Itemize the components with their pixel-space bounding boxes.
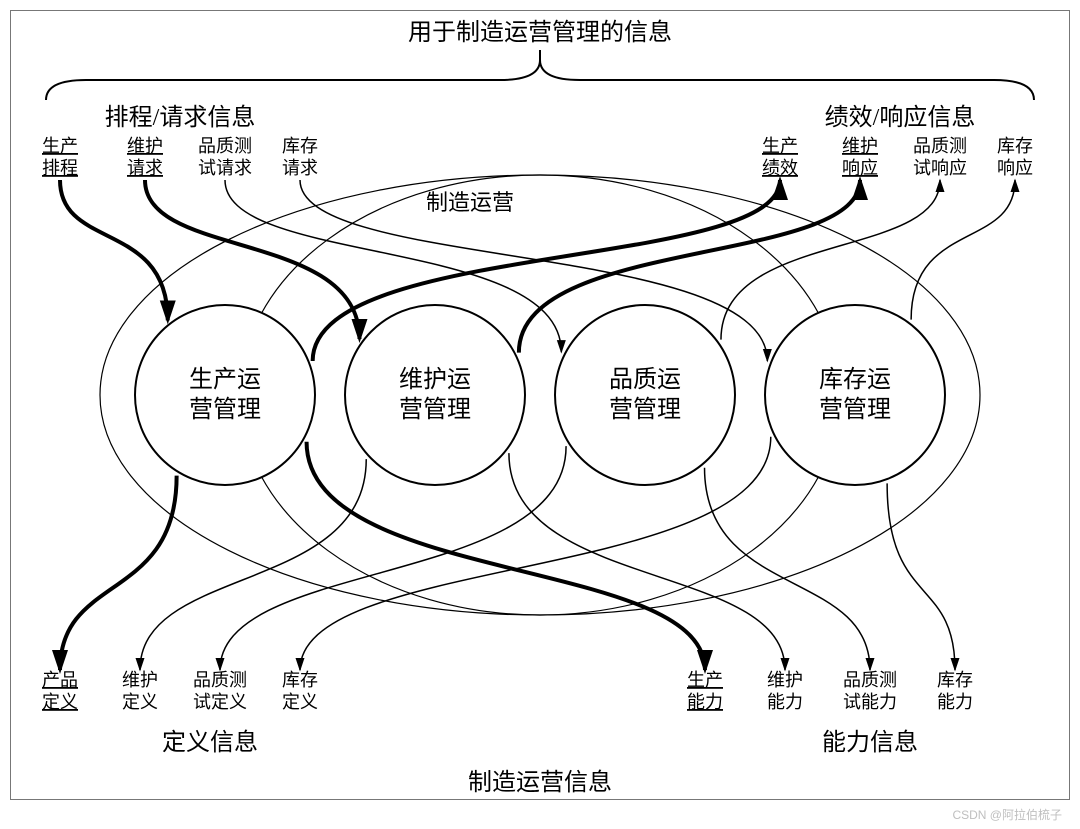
header-left: 排程/请求信息 (105, 104, 256, 131)
svg-text:维护: 维护 (122, 670, 158, 690)
svg-text:营管理: 营管理 (609, 396, 681, 423)
svg-text:请求: 请求 (127, 158, 163, 178)
title-bottom: 制造运营信息 (468, 769, 612, 796)
svg-text:维护运: 维护运 (399, 366, 471, 393)
circle-inv (765, 305, 945, 485)
svg-text:库存: 库存 (282, 136, 318, 156)
bottom-labels: 产品定义维护定义品质测试定义库存定义生产能力维护能力品质测试能力库存能力 (42, 670, 973, 712)
footer-left: 定义信息 (162, 729, 258, 756)
svg-text:定义: 定义 (42, 692, 78, 712)
svg-text:试定义: 试定义 (193, 692, 247, 712)
svg-text:请求: 请求 (282, 158, 318, 178)
svg-text:库存运: 库存运 (819, 366, 891, 393)
svg-text:营管理: 营管理 (819, 396, 891, 423)
svg-text:排程: 排程 (42, 158, 78, 178)
svg-text:品质测: 品质测 (193, 670, 247, 690)
circle-prod (135, 305, 315, 485)
diagram-container: 用于制造运营管理的信息 排程/请求信息 绩效/响应信息 生产排程维护请求品质测试… (0, 0, 1080, 829)
svg-text:营管理: 营管理 (399, 396, 471, 423)
top-labels: 生产排程维护请求品质测试请求库存请求生产绩效维护响应品质测试响应库存响应 (42, 136, 1033, 178)
svg-text:能力: 能力 (937, 692, 973, 712)
svg-text:品质测: 品质测 (198, 136, 252, 156)
svg-text:试请求: 试请求 (198, 158, 252, 178)
circle-maint (345, 305, 525, 485)
svg-text:响应: 响应 (842, 158, 878, 178)
svg-text:能力: 能力 (687, 692, 723, 712)
svg-text:生产: 生产 (42, 136, 78, 156)
svg-text:品质运: 品质运 (609, 366, 681, 393)
svg-text:营管理: 营管理 (189, 396, 261, 423)
svg-text:生产: 生产 (687, 670, 723, 690)
svg-text:维护: 维护 (127, 136, 163, 156)
footer-right: 能力信息 (822, 729, 918, 756)
svg-text:能力: 能力 (767, 692, 803, 712)
svg-text:品质测: 品质测 (843, 670, 897, 690)
svg-text:维护: 维护 (842, 136, 878, 156)
svg-text:试响应: 试响应 (913, 158, 967, 178)
circle-quality (555, 305, 735, 485)
svg-text:库存: 库存 (997, 136, 1033, 156)
svg-text:响应: 响应 (997, 158, 1033, 178)
svg-text:绩效: 绩效 (762, 158, 798, 178)
title-top: 用于制造运营管理的信息 (408, 19, 672, 46)
header-right: 绩效/响应信息 (825, 104, 976, 131)
top-brace (46, 50, 1034, 100)
svg-text:维护: 维护 (767, 670, 803, 690)
diagram-svg: 用于制造运营管理的信息 排程/请求信息 绩效/响应信息 生产排程维护请求品质测试… (0, 0, 1080, 829)
svg-text:生产: 生产 (762, 136, 798, 156)
svg-text:库存: 库存 (282, 670, 318, 690)
circles: 生产运营管理 维护运营管理 品质运营管理 库存运营管理 (135, 305, 945, 485)
svg-text:生产运: 生产运 (189, 366, 261, 393)
svg-text:品质测: 品质测 (913, 136, 967, 156)
svg-text:产品: 产品 (42, 670, 78, 690)
svg-text:试能力: 试能力 (843, 692, 897, 712)
svg-text:定义: 定义 (282, 692, 318, 712)
svg-text:定义: 定义 (122, 692, 158, 712)
svg-text:库存: 库存 (937, 670, 973, 690)
ellipse-label: 制造运营 (426, 190, 514, 215)
watermark: CSDN @阿拉伯梳子 (952, 806, 1062, 823)
